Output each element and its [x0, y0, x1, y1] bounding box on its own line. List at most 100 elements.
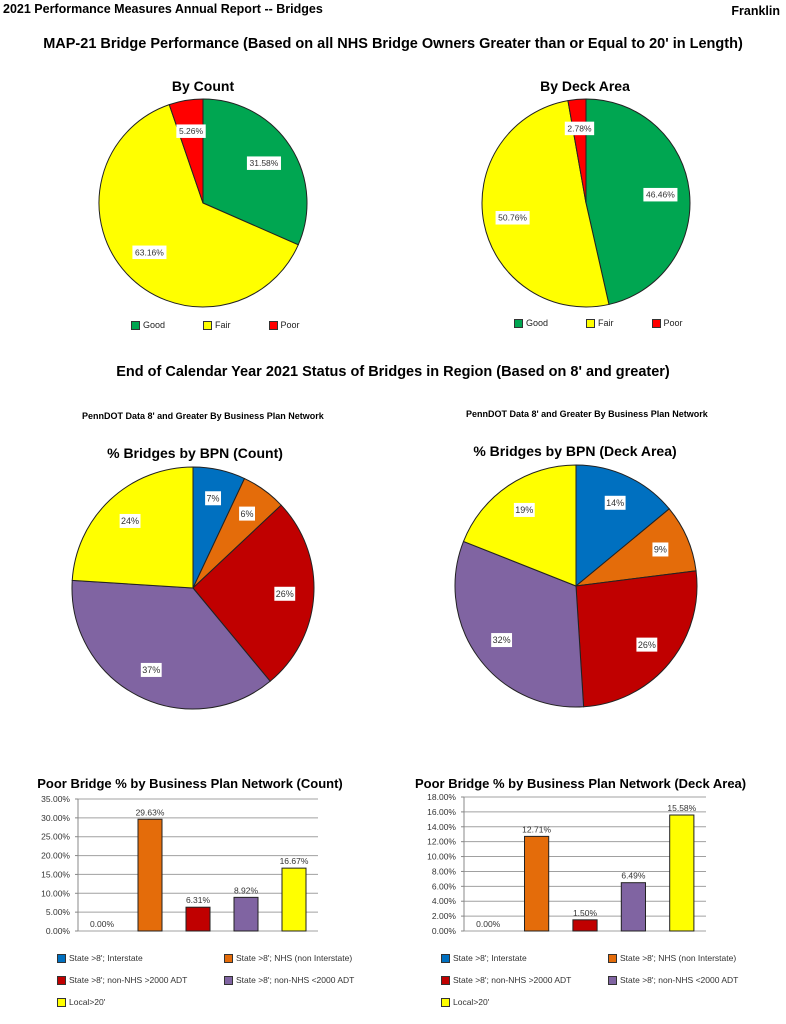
- data-label-state-8-non-nhs-2000-adt: 26%: [636, 637, 658, 652]
- legend-item-poor: Poor: [268, 320, 300, 330]
- pie-slice-state-8-non-nhs-2000-adt: [192, 504, 315, 682]
- pie-chart-bpn-deck-area: 14% 9% 26% 32% 19%: [454, 464, 698, 708]
- chart-title-by-count: By Count: [171, 78, 235, 94]
- bar-local-20: [669, 814, 695, 932]
- legend-item-nonnhs-lt2000: State >8'; non-NHS <2000 ADT: [224, 975, 354, 985]
- data-label-state-8-non-nhs-2000-adt: 1.50%: [573, 908, 598, 918]
- legend-item-good: Good: [514, 318, 548, 328]
- legend-swatch: [651, 318, 661, 328]
- legend-swatch: [608, 953, 617, 963]
- bar-chart-poor-count: 0.00% 5.00% 10.00% 15.00% 20.00% 25.00% 30.00%…: [41, 794, 318, 936]
- pie-slice-fair: [481, 100, 610, 308]
- svg-text:26%: 26%: [638, 640, 656, 650]
- chart-title-bpn-count: % Bridges by BPN (Count): [107, 445, 283, 461]
- legend-swatch: [57, 997, 66, 1007]
- svg-text:5.26%: 5.26%: [179, 126, 204, 136]
- svg-text:24%: 24%: [121, 516, 139, 526]
- data-label-state-8-interstate: 0.00%: [476, 919, 501, 929]
- bar-state-8-nhs-non-interstate: [524, 835, 550, 932]
- legend-swatch: [224, 953, 233, 963]
- legend-swatch: [57, 975, 66, 985]
- legend-swatch: [608, 975, 617, 985]
- subtitle-left: PennDOT Data 8' and Greater By Business …: [82, 411, 324, 421]
- legend-swatch: [441, 953, 450, 963]
- y-tick-label: 4.00%: [432, 896, 457, 906]
- section-status-title: End of Calendar Year 2021 Status of Brid…: [116, 364, 670, 380]
- pie-slice-state-8-non-nhs-2000-adt: [454, 540, 585, 708]
- legend-swatch: [57, 953, 66, 963]
- bar-local-20: [281, 867, 307, 932]
- data-label-fair: 50.76%: [495, 211, 530, 225]
- data-label-state-8-non-nhs-2000-adt: 8.92%: [234, 885, 259, 895]
- legend-by-count: Good Fair Poor: [131, 320, 300, 330]
- legend-swatch: [441, 997, 450, 1007]
- legend-item-nonnhs-lt2000: State >8'; non-NHS <2000 ADT: [608, 975, 738, 985]
- legend-item-poor: Poor: [651, 318, 683, 328]
- report-title: 2021 Performance Measures Annual Report …: [3, 2, 323, 16]
- data-label-poor: 5.26%: [176, 124, 206, 138]
- data-label-poor: 2.78%: [564, 121, 595, 136]
- chart-title-poor-deck-area: Poor Bridge % by Business Plan Network (…: [415, 776, 747, 791]
- svg-text:32%: 32%: [493, 635, 511, 645]
- data-label-state-8-non-nhs-2000-adt: 37%: [140, 662, 162, 677]
- pie-chart-by-deck-area: 46.46% 50.76% 2.78%: [481, 98, 691, 308]
- legend-item-nonnhs-gt2000: State >8'; non-NHS >2000 ADT: [441, 975, 571, 985]
- pie-slice-good: [585, 98, 691, 306]
- y-tick-label: 0.00%: [432, 926, 457, 936]
- legend-item-good: Good: [131, 320, 165, 330]
- y-tick-label: 16.00%: [427, 807, 456, 817]
- y-tick-label: 10.00%: [427, 852, 456, 862]
- data-label-state-8-interstate: 7%: [205, 491, 222, 506]
- legend-swatch: [441, 975, 450, 985]
- y-tick-label: 0.00%: [46, 926, 71, 936]
- svg-text:9%: 9%: [654, 545, 667, 555]
- legend-swatch: [131, 320, 140, 330]
- bar-state-8-non-nhs-2000-adt: [572, 919, 598, 932]
- data-label-state-8-non-nhs-2000-adt: 6.49%: [621, 871, 646, 881]
- data-label-state-8-interstate: 14%: [604, 495, 626, 510]
- data-label-state-8-nhs-non-interstate: 29.63%: [136, 807, 165, 817]
- y-tick-label: 5.00%: [46, 907, 71, 917]
- data-label-state-8-non-nhs-2000-adt: 26%: [274, 586, 296, 601]
- region-name: Franklin: [731, 4, 780, 18]
- data-label-fair: 63.16%: [132, 245, 167, 260]
- svg-text:6%: 6%: [241, 509, 254, 519]
- svg-text:26%: 26%: [276, 589, 294, 599]
- data-label-state-8-non-nhs-2000-adt: 6.31%: [186, 895, 211, 905]
- legend-swatch: [203, 320, 213, 330]
- y-tick-label: 8.00%: [432, 866, 457, 876]
- svg-text:14%: 14%: [606, 498, 624, 508]
- pie-chart-by-count: 31.58% 63.16% 5.26%: [98, 98, 308, 308]
- y-tick-label: 6.00%: [432, 881, 457, 891]
- svg-text:63.16%: 63.16%: [135, 247, 164, 257]
- svg-text:31.58%: 31.58%: [250, 158, 279, 168]
- y-tick-label: 18.00%: [427, 792, 456, 802]
- svg-text:2.78%: 2.78%: [567, 123, 592, 133]
- data-label-state-8-non-nhs-2000-adt: 32%: [491, 633, 513, 648]
- svg-text:50.76%: 50.76%: [498, 213, 527, 223]
- data-label-good: 31.58%: [246, 156, 281, 170]
- legend-swatch: [268, 320, 278, 330]
- data-label-local-20: 24%: [119, 513, 141, 528]
- legend-item-nhs: State >8'; NHS (non Interstate): [224, 953, 352, 963]
- y-tick-label: 25.00%: [41, 832, 70, 842]
- legend-item-fair: Fair: [203, 320, 231, 330]
- chart-title-bpn-deck-area: % Bridges by BPN (Deck Area): [473, 443, 677, 459]
- y-tick-label: 12.00%: [427, 837, 456, 847]
- data-label-local-20: 16.67%: [280, 856, 309, 866]
- svg-text:37%: 37%: [142, 665, 160, 675]
- legend-item-interstate: State >8'; Interstate: [441, 953, 527, 963]
- y-tick-label: 2.00%: [432, 911, 457, 921]
- svg-text:7%: 7%: [207, 493, 220, 503]
- chart-title-poor-count: Poor Bridge % by Business Plan Network (…: [37, 776, 343, 791]
- y-tick-label: 10.00%: [41, 888, 70, 898]
- bar-chart-poor-deck-area: 0.00% 2.00% 4.00% 6.00% 8.00% 10.00% 12.00% 14.…: [427, 792, 706, 936]
- pie-slice-good: [202, 98, 308, 246]
- legend-swatch: [514, 318, 523, 328]
- legend-swatch: [586, 318, 596, 328]
- pie-slice-state-8-interstate: [575, 464, 670, 588]
- legend-item-local: Local>20': [57, 997, 105, 1007]
- svg-text:19%: 19%: [515, 505, 533, 515]
- legend-item-nonnhs-gt2000: State >8'; non-NHS >2000 ADT: [57, 975, 187, 985]
- chart-title-by-deck-area: By Deck Area: [540, 78, 630, 94]
